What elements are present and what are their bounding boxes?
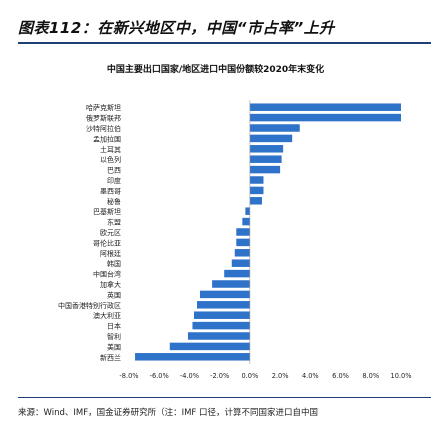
bar: [169, 342, 250, 351]
bar: [242, 217, 250, 226]
bar: [192, 321, 250, 330]
category-label: 中国台湾: [93, 270, 121, 279]
category-label: 哈萨克斯坦: [86, 103, 121, 112]
x-tick-label: -8.0%: [119, 372, 138, 380]
category-label: 韩国: [107, 259, 121, 268]
figure-title: 图表112：在新兴地区中，中国“市占率”上升: [18, 19, 335, 37]
x-tick-label: -2.0%: [210, 372, 229, 380]
figure-title-rule: [18, 42, 431, 44]
x-tick-label: 8.0%: [362, 372, 379, 380]
category-label: 智利: [107, 332, 121, 341]
category-label: 俄罗斯联邦: [86, 114, 121, 123]
category-label: 英国: [107, 290, 121, 299]
bar: [249, 124, 300, 132]
category-label: 澳大利亚: [93, 311, 121, 320]
category-label: 沙特阿拉伯: [86, 124, 121, 133]
category-label: 印度: [107, 176, 121, 185]
bar: [135, 353, 250, 361]
bar: [234, 249, 250, 257]
bar: [197, 301, 250, 309]
bar: [249, 186, 264, 195]
category-label: 美国: [107, 342, 121, 351]
bar: [249, 145, 284, 153]
bar-chart: 哈萨克斯坦俄罗斯联邦沙特阿拉伯孟加拉国土耳其以色列巴西印度墨西哥秘鲁巴基斯坦东盟…: [58, 100, 412, 380]
category-label: 巴基斯坦: [93, 207, 121, 216]
bar: [231, 259, 250, 267]
category-label: 新西兰: [100, 353, 121, 362]
chart-title: 中国主要出口国家/地区进口中国份额较2020年末变化: [106, 65, 325, 75]
category-label: 墨西哥: [100, 187, 121, 195]
bar: [249, 103, 401, 111]
category-label: 以色列: [100, 155, 121, 164]
category-label: 日本: [107, 322, 121, 331]
category-label: 欧元区: [100, 228, 121, 237]
category-label: 孟加拉国: [93, 134, 121, 143]
source-note: 来源：Wind、IMF，国金证券研究所（注：IMF 口径，计算不同国家进口自中国: [18, 408, 319, 418]
x-tick-label: -6.0%: [150, 372, 169, 380]
bar: [236, 228, 250, 236]
bar: [212, 280, 250, 288]
bar: [249, 134, 293, 143]
category-label: 秘鲁: [107, 197, 121, 206]
bar: [187, 332, 250, 340]
x-tick-label: 2.0%: [272, 372, 289, 380]
x-tick-label: -4.0%: [180, 372, 199, 380]
bar: [249, 165, 281, 174]
x-tick-label: 4.0%: [302, 372, 319, 380]
bar: [249, 176, 264, 184]
x-tick-label: 6.0%: [332, 372, 349, 380]
category-label: 巴西: [107, 167, 121, 175]
category-label: 哥伦比亚: [93, 238, 121, 247]
bar: [245, 207, 250, 215]
x-tick-label: 0.0%: [242, 372, 259, 380]
bar: [236, 238, 250, 247]
category-label: 东盟: [107, 218, 121, 227]
bar: [249, 155, 282, 163]
x-tick-label: 10.0%: [391, 372, 412, 380]
bar: [249, 197, 262, 205]
figure-header: 图表112：在新兴地区中，中国“市占率”上升: [0, 0, 431, 44]
bar: [200, 290, 250, 299]
bar: [224, 269, 250, 278]
category-label: 阿根廷: [100, 249, 121, 258]
category-label: 加拿大: [100, 280, 121, 289]
source-rule: [18, 397, 431, 398]
bar: [193, 311, 250, 319]
category-label: 土耳其: [100, 145, 121, 154]
category-label: 中国香港特别行政区: [58, 301, 121, 310]
bar: [249, 113, 401, 122]
